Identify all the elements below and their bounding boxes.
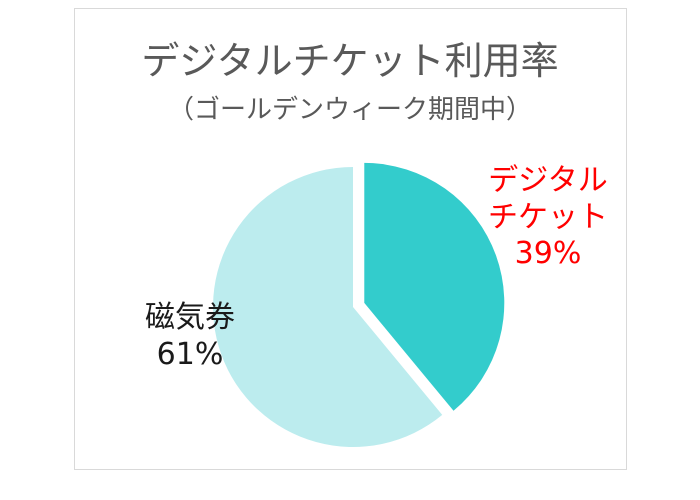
- pie-slice-digital-ticket: [364, 162, 505, 411]
- slice-label-line: チケット: [488, 199, 608, 235]
- slice-label-line: デジタル: [488, 163, 608, 198]
- slice-label-line: 磁気券: [145, 300, 235, 335]
- chart-title: デジタルチケット利用率: [141, 39, 559, 83]
- slice-value-label: 61%: [156, 336, 224, 372]
- chart-subtitle: （ゴールデンウィーク期間中）: [167, 95, 532, 125]
- pie-slice-magnetic-ticket: [212, 167, 443, 447]
- slice-label-digital-ticket: デジタル チケット 39%: [478, 163, 618, 273]
- slice-label-magnetic-ticket: 磁気券 61%: [130, 300, 250, 373]
- slice-value-label: 39%: [514, 236, 582, 272]
